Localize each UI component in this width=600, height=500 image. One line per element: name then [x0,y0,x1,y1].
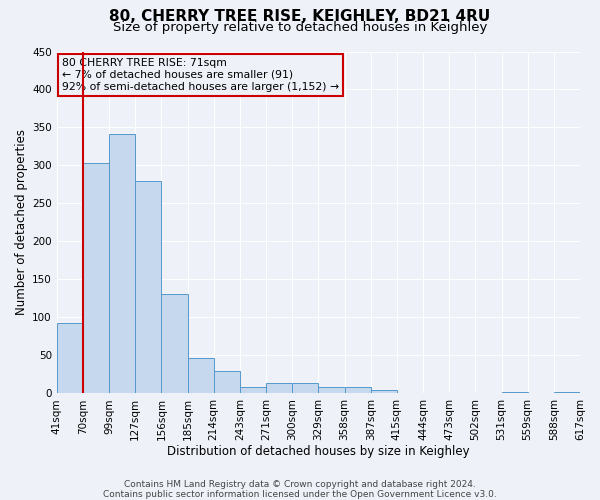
Bar [344,386,371,394]
Bar [83,163,109,394]
Text: 80 CHERRY TREE RISE: 71sqm
← 7% of detached houses are smaller (91)
92% of semi-: 80 CHERRY TREE RISE: 71sqm ← 7% of detac… [62,58,339,92]
Bar [240,388,266,394]
Text: Contains HM Land Registry data © Crown copyright and database right 2024.
Contai: Contains HM Land Registry data © Crown c… [103,480,497,499]
Bar [135,182,161,394]
Bar [188,358,214,394]
Bar [292,384,319,394]
Bar [554,392,580,394]
Bar [266,384,292,394]
Bar [57,324,83,394]
Text: 80, CHERRY TREE RISE, KEIGHLEY, BD21 4RU: 80, CHERRY TREE RISE, KEIGHLEY, BD21 4RU [109,9,491,24]
Bar [502,392,527,394]
Text: Size of property relative to detached houses in Keighley: Size of property relative to detached ho… [113,21,487,34]
Bar [449,392,475,394]
Bar [371,390,397,394]
Bar [109,134,135,394]
Bar [397,392,423,394]
Bar [161,294,188,394]
Bar [214,370,240,394]
Bar [319,388,344,394]
Y-axis label: Number of detached properties: Number of detached properties [15,130,28,316]
X-axis label: Distribution of detached houses by size in Keighley: Distribution of detached houses by size … [167,444,470,458]
